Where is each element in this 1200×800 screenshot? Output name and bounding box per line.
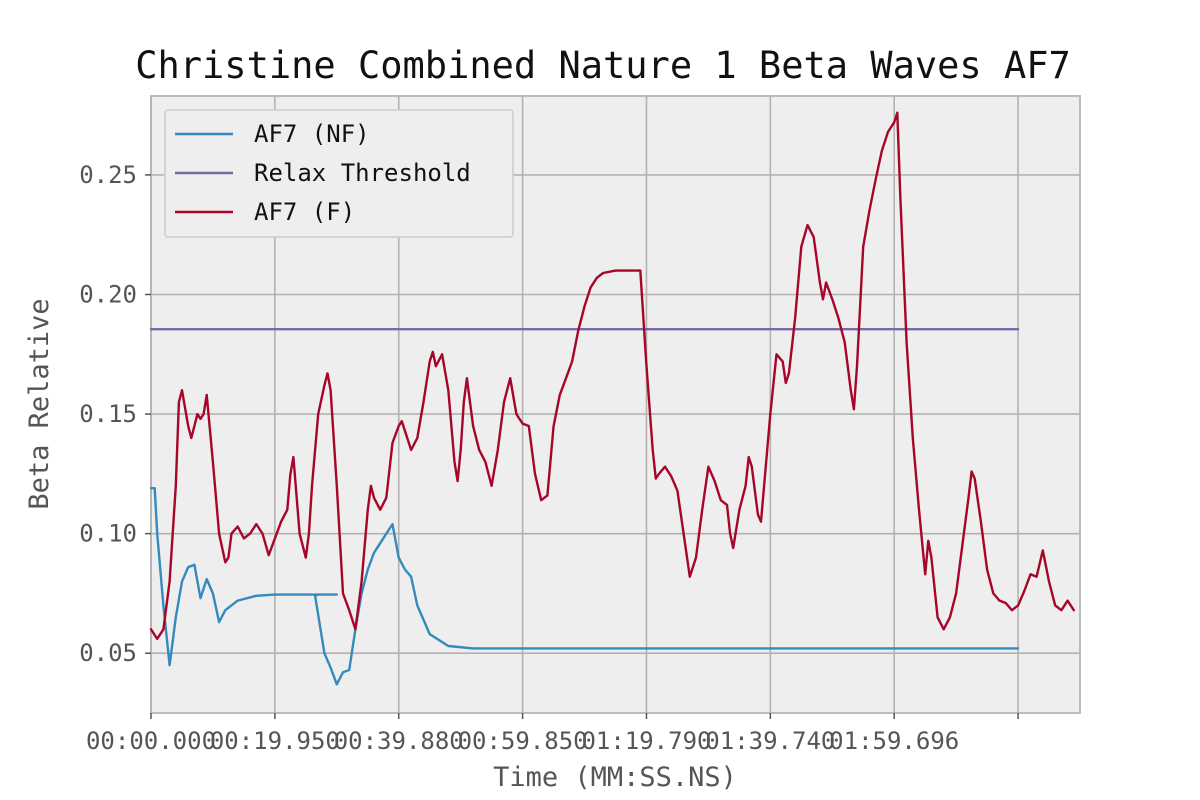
legend-box — [164, 109, 514, 238]
legend-label: AF7 (NF) — [254, 120, 370, 148]
x-tick-label: 01:19.790 — [581, 727, 711, 755]
chart-legend: AF7 (NF) Relax Threshold AF7 (F) — [164, 109, 514, 238]
x-tick-label: 01:59.696 — [829, 727, 959, 755]
chart-title: Christine Combined Nature 1 Beta Waves A… — [135, 44, 1071, 87]
y-tick-label: 0.05 — [79, 639, 137, 667]
x-tick-label: 01:39.740 — [705, 727, 835, 755]
x-tick-label: 00:19.950 — [210, 727, 340, 755]
x-tick-label: 00:00.000 — [86, 727, 216, 755]
y-tick-label: 0.15 — [79, 400, 137, 428]
x-axis-ticks: 00:00.00000:19.95000:39.88000:59.85001:1… — [86, 713, 1019, 755]
y-axis-label: Beta Relative — [24, 298, 55, 509]
y-axis-ticks: 0.05 0.10 0.15 0.20 0.25 — [79, 161, 151, 667]
grid-lines — [150, 96, 1080, 713]
y-tick-label: 0.25 — [79, 161, 137, 189]
series-line-af7-f — [149, 111, 1076, 641]
series-line-af7-nf — [149, 487, 1020, 686]
y-tick-label: 0.10 — [79, 520, 137, 548]
y-tick-label: 0.20 — [79, 280, 137, 308]
series-lines — [149, 111, 1076, 686]
legend-label: AF7 (F) — [254, 198, 355, 226]
x-axis-label: Time (MM:SS.NS) — [493, 762, 737, 793]
legend-label: Relax Threshold — [254, 159, 471, 187]
x-tick-label: 00:59.850 — [458, 727, 588, 755]
x-tick-label: 00:39.880 — [334, 727, 464, 755]
